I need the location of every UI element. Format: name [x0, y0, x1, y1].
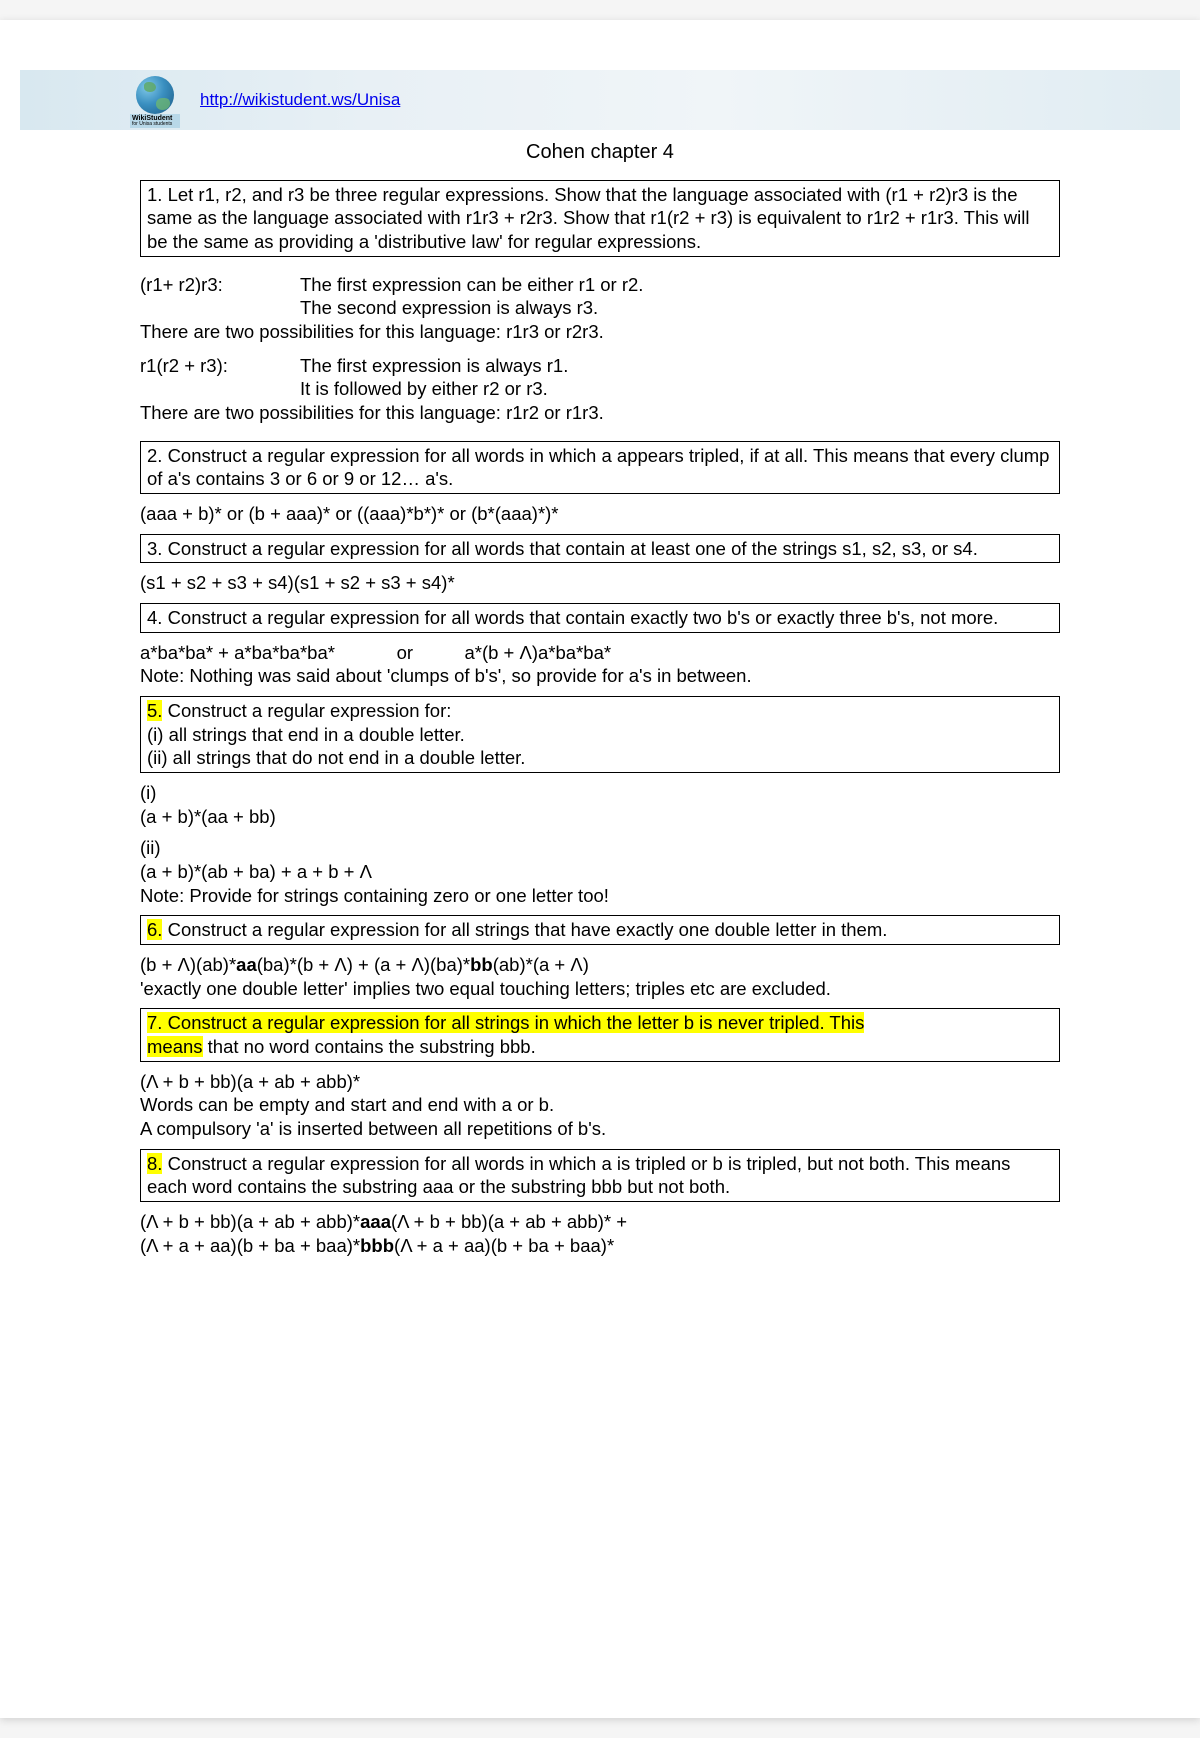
q8-l1c: (Λ + b + bb)(a + ab + abb)* + [391, 1211, 627, 1232]
q7-line1: 7. Construct a regular expression for al… [147, 1012, 864, 1033]
q1-a-line3: There are two possibilities for this lan… [140, 320, 1060, 344]
logo-sub: for Unisa students [132, 122, 178, 127]
q5-i: (i) (a + b)*(aa + bb) [140, 781, 1060, 828]
q5-i-ans: (a + b)*(aa + bb) [140, 806, 276, 827]
q7-note1: Words can be empty and start and end wit… [140, 1094, 554, 1115]
question-4-box: 4. Construct a regular expression for al… [140, 603, 1060, 633]
document-page: WikiStudent for Unisa students http://wi… [0, 20, 1200, 1718]
q7-answer: (Λ + b + bb)(a + ab + abb)* Words can be… [140, 1070, 1060, 1141]
question-6-box: 6. Construct a regular expression for al… [140, 915, 1060, 945]
q5-line3: (ii) all strings that do not end in a do… [147, 747, 525, 768]
q5-number: 5. [147, 700, 162, 721]
q1-a-line2: The second expression is always r3. [300, 296, 1060, 320]
q7-line2b: that no word contains the substring bbb. [203, 1036, 536, 1057]
q1-b-line3: There are two possibilities for this lan… [140, 401, 1060, 425]
q8-l2b: bbb [360, 1235, 394, 1256]
question-3-box: 3. Construct a regular expression for al… [140, 534, 1060, 564]
q1-a-line1: The first expression can be either r1 or… [300, 273, 1060, 297]
q5-ii: (ii) (a + b)*(ab + ba) + a + b + Λ Note:… [140, 836, 1060, 907]
q2-answer: (aaa + b)* or (b + aaa)* or ((aaa)*b*)* … [140, 502, 1060, 526]
q8-l2c: (Λ + a + aa)(b + ba + baa)* [394, 1235, 614, 1256]
q8-answer: (Λ + b + bb)(a + ab + abb)*aaa(Λ + b + b… [140, 1210, 1060, 1257]
q8-l2a: (Λ + a + aa)(b + ba + baa)* [140, 1235, 360, 1256]
question-5-box: 5. Construct a regular expression for: (… [140, 696, 1060, 773]
q8-l1a: (Λ + b + bb)(a + ab + abb)* [140, 1211, 360, 1232]
q6-number: 6. [147, 919, 162, 940]
q6-mid: (ba)*(b + Λ) + (a + Λ)(ba)* [257, 954, 470, 975]
q1-b-line1: The first expression is always r1. [300, 354, 1060, 378]
q1-b-line2: It is followed by either r2 or r3. [300, 377, 1060, 401]
q8-l1b: aaa [360, 1211, 391, 1232]
q7-ans: (Λ + b + bb)(a + ab + abb)* [140, 1071, 360, 1092]
q7-line2a: means [147, 1036, 203, 1057]
q4-note: Note: Nothing was said about 'clumps of … [140, 665, 752, 686]
q1-part-a: (r1+ r2)r3: The first expression can be … [140, 273, 1060, 320]
logo-caption: WikiStudent for Unisa students [130, 114, 180, 128]
q6-pre: (b + Λ)(ab)* [140, 954, 236, 975]
q5-ii-label: (ii) [140, 837, 161, 858]
question-7-box: 7. Construct a regular expression for al… [140, 1008, 1060, 1061]
q1-a-label: (r1+ r2)r3: [140, 273, 300, 320]
content: Cohen chapter 4 1. Let r1, r2, and r3 be… [0, 140, 1200, 1257]
question-8-box: 8. Construct a regular expression for al… [140, 1149, 1060, 1202]
question-1-box: 1. Let r1, r2, and r3 be three regular e… [140, 180, 1060, 257]
q6-post: (ab)*(a + Λ) [493, 954, 589, 975]
logo: WikiStudent for Unisa students [130, 72, 180, 128]
page-title: Cohen chapter 4 [140, 140, 1060, 166]
q4-ans-text: a*ba*ba* + a*ba*ba*ba* or a*(b + Λ)a*ba*… [140, 642, 611, 663]
header-link[interactable]: http://wikistudent.ws/Unisa [200, 90, 400, 110]
q1-b-label: r1(r2 + r3): [140, 354, 300, 401]
q3-answer: (s1 + s2 + s3 + s4)(s1 + s2 + s3 + s4)* [140, 571, 1060, 595]
q1-part-b: r1(r2 + r3): The first expression is alw… [140, 354, 1060, 401]
q5-ii-ans: (a + b)*(ab + ba) + a + b + Λ [140, 861, 372, 882]
q6-b1: aa [236, 954, 257, 975]
q6-note: 'exactly one double letter' implies two … [140, 978, 831, 999]
q8-number: 8. [147, 1153, 162, 1174]
q5-i-label: (i) [140, 782, 156, 803]
q6-b2: bb [470, 954, 493, 975]
q7-note2: A compulsory 'a' is inserted between all… [140, 1118, 606, 1139]
q8-rest: Construct a regular expression for all w… [147, 1153, 1010, 1198]
q5-ii-note: Note: Provide for strings containing zer… [140, 885, 609, 906]
question-2-box: 2. Construct a regular expression for al… [140, 441, 1060, 494]
globe-icon [136, 76, 174, 114]
q5-line2: (i) all strings that end in a double let… [147, 724, 465, 745]
q4-answer: a*ba*ba* + a*ba*ba*ba* or a*(b + Λ)a*ba*… [140, 641, 1060, 688]
q6-rest: Construct a regular expression for all s… [162, 919, 887, 940]
q5-rest: Construct a regular expression for: [162, 700, 451, 721]
header-banner: WikiStudent for Unisa students http://wi… [20, 70, 1180, 130]
q6-answer: (b + Λ)(ab)*aa(ba)*(b + Λ) + (a + Λ)(ba)… [140, 953, 1060, 1000]
